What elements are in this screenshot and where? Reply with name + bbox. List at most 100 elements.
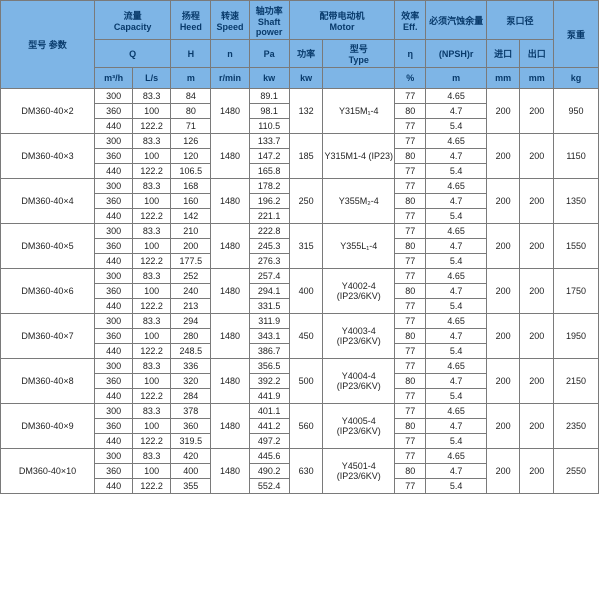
cell-inlet: 200	[486, 224, 520, 269]
cell-eff: 80	[395, 464, 426, 479]
cell-eff: 77	[395, 479, 426, 494]
cell-inlet: 200	[486, 89, 520, 134]
unit-4: kw	[249, 68, 289, 89]
cell-eff: 77	[395, 344, 426, 359]
cell-npsh: 4.65	[426, 89, 486, 104]
cell-m3h: 440	[95, 164, 133, 179]
cell-eff: 80	[395, 419, 426, 434]
table-row: DM360-40×430083.31681480178.2250Y355M₂-4…	[1, 179, 599, 194]
cell-inlet: 200	[486, 269, 520, 314]
cell-pa: 196.2	[249, 194, 289, 209]
cell-pa: 257.4	[249, 269, 289, 284]
cell-h: 294	[171, 314, 211, 329]
hdr-capacity: 流量Capacity	[95, 1, 171, 40]
cell-weight: 950	[554, 89, 599, 134]
cell-ls: 100	[133, 374, 171, 389]
cell-eff: 77	[395, 254, 426, 269]
cell-motor-kw: 500	[289, 359, 323, 404]
cell-npsh: 5.4	[426, 434, 486, 449]
cell-motor-type: Y4002-4 (IP23/6KV)	[323, 269, 395, 314]
cell-ls: 122.2	[133, 254, 171, 269]
cell-weight: 1950	[554, 314, 599, 359]
model-name: DM360-40×9	[1, 404, 95, 449]
cell-m3h: 440	[95, 254, 133, 269]
cell-motor-kw: 630	[289, 449, 323, 494]
cell-npsh: 5.4	[426, 479, 486, 494]
cell-eff: 77	[395, 164, 426, 179]
cell-pa: 441.9	[249, 389, 289, 404]
cell-outlet: 200	[520, 314, 554, 359]
cell-pa: 221.1	[249, 209, 289, 224]
hdr-q: Q	[95, 40, 171, 68]
cell-h: 120	[171, 149, 211, 164]
cell-eff: 80	[395, 284, 426, 299]
cell-m3h: 300	[95, 269, 133, 284]
cell-inlet: 200	[486, 134, 520, 179]
cell-m3h: 440	[95, 479, 133, 494]
cell-eff: 80	[395, 239, 426, 254]
cell-pa: 552.4	[249, 479, 289, 494]
cell-motor-type: Y355L₁-4	[323, 224, 395, 269]
cell-h: 355	[171, 479, 211, 494]
model-name: DM360-40×5	[1, 224, 95, 269]
cell-m3h: 360	[95, 464, 133, 479]
cell-h: 210	[171, 224, 211, 239]
cell-motor-type: Y4003-4 (IP23/6KV)	[323, 314, 395, 359]
cell-speed: 1480	[211, 359, 249, 404]
cell-npsh: 5.4	[426, 344, 486, 359]
cell-m3h: 360	[95, 419, 133, 434]
cell-m3h: 360	[95, 374, 133, 389]
cell-m3h: 300	[95, 179, 133, 194]
cell-motor-kw: 450	[289, 314, 323, 359]
cell-npsh: 4.7	[426, 149, 486, 164]
cell-outlet: 200	[520, 404, 554, 449]
table-row: DM360-40×630083.32521480257.4400Y4002-4 …	[1, 269, 599, 284]
cell-outlet: 200	[520, 89, 554, 134]
cell-npsh: 4.65	[426, 224, 486, 239]
unit-3: r/min	[211, 68, 249, 89]
cell-motor-type: Y315M₁-4	[323, 89, 395, 134]
table-row: DM360-40×1030083.34201480445.6630Y4501-4…	[1, 449, 599, 464]
cell-weight: 1150	[554, 134, 599, 179]
cell-h: 160	[171, 194, 211, 209]
cell-speed: 1480	[211, 179, 249, 224]
hdr-type: 型号Type	[323, 40, 395, 68]
cell-weight: 1750	[554, 269, 599, 314]
cell-h: 252	[171, 269, 211, 284]
unit-kg: kg	[554, 68, 599, 89]
hdr-inlet: 进口	[486, 40, 520, 68]
cell-pa: 294.1	[249, 284, 289, 299]
cell-eff: 77	[395, 134, 426, 149]
cell-weight: 2550	[554, 449, 599, 494]
hdr-power: 功率	[289, 40, 323, 68]
cell-m3h: 360	[95, 194, 133, 209]
cell-pa: 386.7	[249, 344, 289, 359]
table-body: DM360-40×230083.384148089.1132Y315M₁-477…	[1, 89, 599, 494]
cell-m3h: 360	[95, 104, 133, 119]
cell-ls: 100	[133, 194, 171, 209]
cell-ls: 122.2	[133, 119, 171, 134]
cell-ls: 83.3	[133, 134, 171, 149]
cell-pa: 401.1	[249, 404, 289, 419]
hdr-n: n	[211, 40, 249, 68]
cell-ls: 100	[133, 149, 171, 164]
cell-outlet: 200	[520, 179, 554, 224]
table-row: DM360-40×530083.32101480222.8315Y355L₁-4…	[1, 224, 599, 239]
hdr-shaft: 轴功率Shaft power	[249, 1, 289, 40]
cell-pa: 133.7	[249, 134, 289, 149]
cell-npsh: 4.65	[426, 359, 486, 374]
cell-eff: 77	[395, 434, 426, 449]
hdr-H: H	[171, 40, 211, 68]
cell-m3h: 360	[95, 329, 133, 344]
cell-pa: 331.5	[249, 299, 289, 314]
cell-h: 84	[171, 89, 211, 104]
hdr-npshr: (NPSH)r	[426, 40, 486, 68]
cell-m3h: 300	[95, 224, 133, 239]
cell-eff: 77	[395, 89, 426, 104]
cell-inlet: 200	[486, 314, 520, 359]
cell-h: 336	[171, 359, 211, 374]
cell-h: 360	[171, 419, 211, 434]
cell-eff: 77	[395, 404, 426, 419]
cell-eff: 80	[395, 104, 426, 119]
unit-6	[323, 68, 395, 89]
